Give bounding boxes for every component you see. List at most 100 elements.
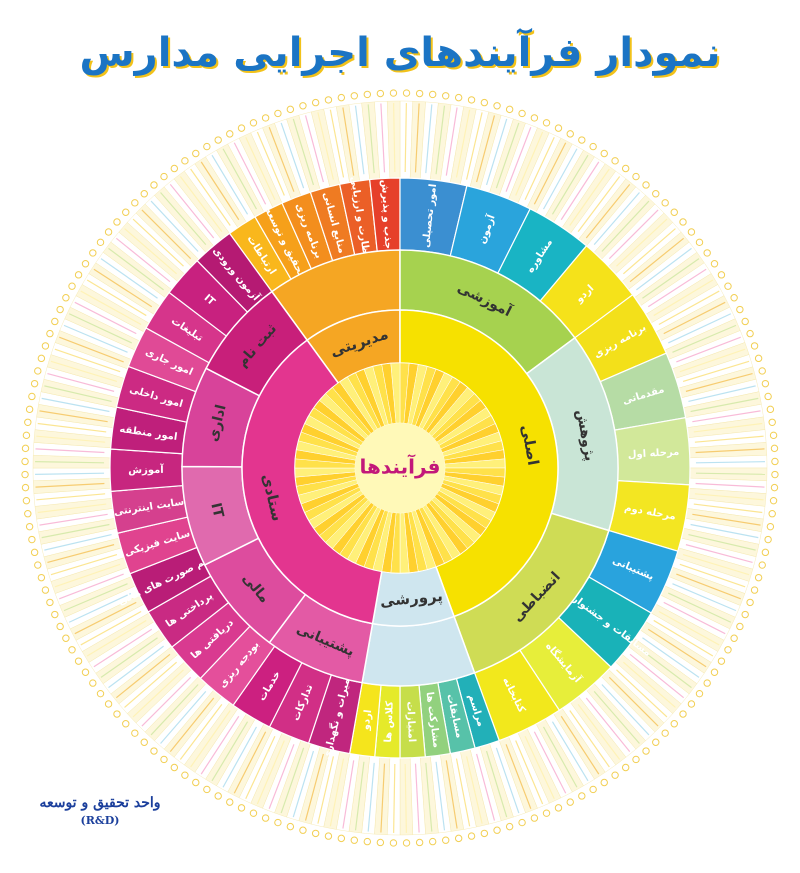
activity-marker xyxy=(226,130,234,138)
core-disc xyxy=(355,423,445,513)
activity-line xyxy=(380,763,386,833)
activity-marker xyxy=(428,90,437,99)
activity-marker xyxy=(24,418,32,426)
activity-line xyxy=(59,336,124,363)
activity-marker xyxy=(62,294,70,302)
activity-line xyxy=(694,435,764,443)
activity-line xyxy=(679,563,746,588)
activity-marker xyxy=(160,755,168,764)
activity-marker xyxy=(771,457,779,466)
activity-line xyxy=(414,103,420,173)
activity-line xyxy=(150,200,199,252)
activity-marker xyxy=(730,294,738,302)
activity-line xyxy=(688,534,756,551)
activity-marker xyxy=(113,710,121,718)
activity-line xyxy=(505,127,532,192)
activity-line xyxy=(329,109,345,178)
activity-line xyxy=(36,493,106,501)
activity-marker xyxy=(113,218,121,226)
activity-marker xyxy=(518,818,526,827)
activity-line xyxy=(200,161,240,221)
activity-marker xyxy=(493,102,501,110)
activity-line xyxy=(533,142,567,205)
process-label: اردو xyxy=(360,709,374,732)
activity-line xyxy=(367,762,375,832)
activity-marker xyxy=(181,771,189,779)
activity-line xyxy=(616,218,668,267)
process-label: مرحله اول xyxy=(628,447,680,461)
activity-marker xyxy=(249,119,258,127)
activity-line xyxy=(679,348,746,373)
activity-marker xyxy=(442,92,450,100)
activity-marker xyxy=(428,837,437,846)
activity-marker xyxy=(131,729,139,737)
activity-line xyxy=(623,228,676,275)
activity-marker xyxy=(578,136,586,144)
activity-line xyxy=(636,247,692,291)
activity-marker xyxy=(750,586,759,594)
activity-marker xyxy=(41,342,50,350)
activity-line xyxy=(466,756,483,824)
activity-line xyxy=(115,653,171,699)
activity-line xyxy=(35,482,105,488)
activity-line xyxy=(476,753,496,821)
activity-line xyxy=(495,747,520,814)
activity-line xyxy=(35,472,105,475)
activity-marker xyxy=(670,208,678,216)
activity-marker xyxy=(96,689,105,698)
activity-line xyxy=(141,209,192,260)
activity-marker xyxy=(652,190,660,198)
activity-marker xyxy=(286,822,295,831)
activity-line xyxy=(190,710,231,768)
activity-marker xyxy=(758,561,766,569)
activity-line xyxy=(44,534,112,551)
activity-line xyxy=(222,726,258,788)
activity-marker xyxy=(37,354,46,363)
activity-line xyxy=(663,301,726,335)
activity-marker xyxy=(28,535,36,544)
activity-marker xyxy=(21,483,30,492)
activity-line xyxy=(515,131,544,196)
activity-line xyxy=(693,503,763,514)
activity-marker xyxy=(62,634,70,642)
activity-line xyxy=(80,610,142,646)
activity-marker xyxy=(299,826,307,834)
activity-marker xyxy=(170,164,179,173)
activity-marker xyxy=(170,763,179,772)
activity-marker xyxy=(754,573,763,582)
activity-marker xyxy=(160,172,168,181)
activity-line xyxy=(132,669,184,718)
activity-line xyxy=(39,410,108,423)
activity-line xyxy=(685,544,753,564)
activity-marker xyxy=(350,836,358,844)
activity-line xyxy=(505,744,532,809)
activity-marker xyxy=(750,342,759,350)
activity-line xyxy=(623,661,676,708)
activity-marker xyxy=(467,96,476,104)
activity-marker xyxy=(741,317,749,326)
activity-line xyxy=(59,573,124,600)
activity-line xyxy=(658,610,720,646)
activity-marker xyxy=(214,792,222,800)
activity-line xyxy=(551,154,589,215)
activity-line xyxy=(629,653,685,699)
activity-marker xyxy=(736,622,744,631)
activity-marker xyxy=(324,832,333,840)
activity-marker xyxy=(642,181,650,189)
activity-marker xyxy=(337,834,346,843)
activity-marker xyxy=(766,405,775,414)
activity-line xyxy=(47,372,115,392)
activity-marker xyxy=(764,392,772,401)
process-label: جذب و پذیرش xyxy=(379,179,394,249)
activity-line xyxy=(124,228,177,275)
activity-marker xyxy=(30,379,39,388)
activity-marker xyxy=(467,832,476,840)
activity-line xyxy=(647,628,707,668)
activity-line xyxy=(108,645,164,689)
activity-line xyxy=(100,637,158,678)
activity-line xyxy=(608,676,659,727)
activity-marker xyxy=(21,444,30,453)
activity-line xyxy=(54,563,121,588)
activity-marker xyxy=(768,510,776,518)
activity-line xyxy=(690,397,759,413)
